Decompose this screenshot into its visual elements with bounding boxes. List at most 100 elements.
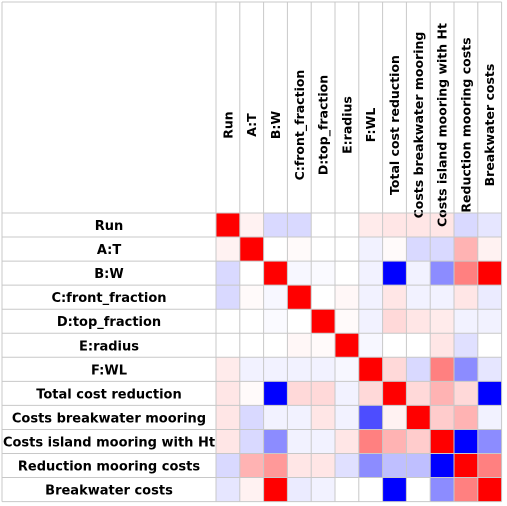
- heatmap-cell-f-wl-a-t: [239, 357, 264, 382]
- heatmap-cell-run-a-t: [239, 213, 264, 238]
- column-label-f-wl: F:WL: [363, 108, 378, 143]
- heatmap-cell-reduction-mooring-costs-costs-breakwater-mooring: [406, 453, 431, 478]
- heatmap-cell-b-w-total-cost-reduction: [382, 261, 407, 286]
- heatmap-cell-e-radius-c-front-fraction: [287, 333, 312, 358]
- heatmap-cell-breakwater-costs-e-radius: [335, 477, 359, 502]
- heatmap-cell-c-front-fraction-run: [216, 285, 240, 310]
- heatmap-cell-total-cost-reduction-a-t: [239, 381, 264, 406]
- heatmap-cell-reduction-mooring-costs-costs-island-mooring-with-ht: [430, 453, 454, 478]
- heatmap-cell-costs-breakwater-mooring-breakwater-costs: [477, 405, 502, 430]
- heatmap-cell-e-radius-run: [216, 333, 240, 358]
- heatmap-cell-e-radius-d-top-fraction: [311, 333, 335, 358]
- heatmap-cell-d-top-fraction-run: [216, 309, 240, 334]
- heatmap-cell-d-top-fraction-costs-breakwater-mooring: [406, 309, 431, 334]
- heatmap-cell-costs-breakwater-mooring-costs-breakwater-mooring: [406, 405, 431, 430]
- heatmap-cell-c-front-fraction-costs-island-mooring-with-ht: [430, 285, 454, 310]
- heatmap-cell-costs-island-mooring-with-ht-reduction-mooring-costs: [454, 429, 478, 454]
- row-label-run: Run: [95, 219, 124, 234]
- heatmap-cell-a-t-total-cost-reduction: [382, 237, 407, 262]
- heatmap-cell-breakwater-costs-c-front-fraction: [287, 477, 312, 502]
- heatmap-cell-costs-breakwater-mooring-e-radius: [335, 405, 359, 430]
- heatmap-cell-run-run: [216, 213, 240, 238]
- column-label-a-t: A:T: [244, 113, 259, 137]
- heatmap-cell-run-c-front-fraction: [287, 213, 312, 238]
- heatmap-cell-run-total-cost-reduction: [382, 213, 407, 238]
- heatmap-cell-reduction-mooring-costs-reduction-mooring-costs: [454, 453, 478, 478]
- heatmap-cell-e-radius-reduction-mooring-costs: [454, 333, 478, 358]
- heatmap-cell-d-top-fraction-reduction-mooring-costs: [454, 309, 478, 334]
- heatmap-cell-d-top-fraction-a-t: [239, 309, 264, 334]
- heatmap-cell-b-w-breakwater-costs: [477, 261, 502, 286]
- heatmap-cell-c-front-fraction-reduction-mooring-costs: [454, 285, 478, 310]
- heatmap-cell-b-w-f-wl: [358, 261, 383, 286]
- heatmap-cell-a-t-c-front-fraction: [287, 237, 312, 262]
- heatmap-cell-e-radius-a-t: [239, 333, 264, 358]
- heatmap-cell-e-radius-breakwater-costs: [477, 333, 502, 358]
- heatmap-cell-reduction-mooring-costs-a-t: [239, 453, 264, 478]
- heatmap-cell-reduction-mooring-costs-total-cost-reduction: [382, 453, 407, 478]
- heatmap-cell-c-front-fraction-costs-breakwater-mooring: [406, 285, 431, 310]
- heatmap-cell-b-w-e-radius: [335, 261, 359, 286]
- heatmap-cell-costs-island-mooring-with-ht-e-radius: [335, 429, 359, 454]
- heatmap-cell-f-wl-total-cost-reduction: [382, 357, 407, 382]
- heatmap-cell-c-front-fraction-f-wl: [358, 285, 383, 310]
- heatmap-cell-breakwater-costs-b-w: [263, 477, 288, 502]
- heatmap-cell-f-wl-d-top-fraction: [311, 357, 335, 382]
- column-label-run: Run: [220, 111, 235, 138]
- heatmap-cell-f-wl-breakwater-costs: [477, 357, 502, 382]
- heatmap-cell-costs-island-mooring-with-ht-a-t: [239, 429, 264, 454]
- heatmap-cell-f-wl-costs-island-mooring-with-ht: [430, 357, 454, 382]
- heatmap-cell-e-radius-total-cost-reduction: [382, 333, 407, 358]
- heatmap-cell-d-top-fraction-e-radius: [335, 309, 359, 334]
- heatmap-cell-a-t-a-t: [239, 237, 264, 262]
- heatmap-cell-f-wl-b-w: [263, 357, 288, 382]
- heatmap-cell-run-d-top-fraction: [311, 213, 335, 238]
- row-label-costs-island-mooring-with-ht: Costs island mooring with Ht: [3, 435, 215, 450]
- heatmap-cell-breakwater-costs-costs-breakwater-mooring: [406, 477, 431, 502]
- heatmap-cell-e-radius-costs-breakwater-mooring: [406, 333, 431, 358]
- heatmap-cell-run-b-w: [263, 213, 288, 238]
- heatmap-cell-a-t-d-top-fraction: [311, 237, 335, 262]
- heatmap-cell-e-radius-e-radius: [335, 333, 359, 358]
- row-labels: Run A:T B:W C:front_fraction D:top_fraction E…: [3, 219, 215, 499]
- heatmap-cell-a-t-reduction-mooring-costs: [454, 237, 478, 262]
- heatmap-cell-e-radius-f-wl: [358, 333, 383, 358]
- heatmap-cell-total-cost-reduction-costs-breakwater-mooring: [406, 381, 431, 406]
- heatmap-cell-run-costs-island-mooring-with-ht: [430, 213, 454, 238]
- heatmap-cell-run-costs-breakwater-mooring: [406, 213, 431, 238]
- heatmap-cell-total-cost-reduction-run: [216, 381, 240, 406]
- heatmap-cell-total-cost-reduction-c-front-fraction: [287, 381, 312, 406]
- heatmap-cell-costs-breakwater-mooring-reduction-mooring-costs: [454, 405, 478, 430]
- heatmap-cell-costs-breakwater-mooring-f-wl: [358, 405, 383, 430]
- heatmap-cell-b-w-c-front-fraction: [287, 261, 312, 286]
- heatmap-cell-run-reduction-mooring-costs: [454, 213, 478, 238]
- heatmap-cell-f-wl-reduction-mooring-costs: [454, 357, 478, 382]
- heatmap-cell-breakwater-costs-run: [216, 477, 240, 502]
- row-label-d-top-fraction: D:top_fraction: [57, 315, 161, 330]
- heatmap-cell-breakwater-costs-f-wl: [358, 477, 383, 502]
- column-label-breakwater-costs: Breakwater costs: [482, 64, 497, 187]
- heatmap-cell-run-f-wl: [358, 213, 383, 238]
- heatmap-cell-total-cost-reduction-breakwater-costs: [477, 381, 502, 406]
- heatmap-cell-e-radius-costs-island-mooring-with-ht: [430, 333, 454, 358]
- heatmap-cell-a-t-f-wl: [358, 237, 383, 262]
- heatmap-cell-reduction-mooring-costs-d-top-fraction: [311, 453, 335, 478]
- column-label-e-radius: E:radius: [339, 96, 354, 154]
- heatmap-cell-total-cost-reduction-f-wl: [358, 381, 383, 406]
- heatmap-cell-e-radius-b-w: [263, 333, 288, 358]
- heatmap-cell-b-w-run: [216, 261, 240, 286]
- heatmap-cell-run-e-radius: [335, 213, 359, 238]
- heatmap-cell-total-cost-reduction-reduction-mooring-costs: [454, 381, 478, 406]
- row-label-b-w: B:W: [94, 267, 123, 282]
- column-label-costs-breakwater-mooring: Costs breakwater mooring: [411, 32, 426, 219]
- heatmap-cell-f-wl-e-radius: [335, 357, 359, 382]
- heatmap-cell-f-wl-costs-breakwater-mooring: [406, 357, 431, 382]
- row-label-e-radius: E:radius: [79, 339, 139, 354]
- row-label-f-wl: F:WL: [91, 363, 127, 378]
- heatmap-cell-costs-breakwater-mooring-run: [216, 405, 240, 430]
- heatmap-cell-breakwater-costs-reduction-mooring-costs: [454, 477, 478, 502]
- heatmap-cell-breakwater-costs-d-top-fraction: [311, 477, 335, 502]
- heatmap-cell-b-w-reduction-mooring-costs: [454, 261, 478, 286]
- heatmap-cell-b-w-costs-breakwater-mooring: [406, 261, 431, 286]
